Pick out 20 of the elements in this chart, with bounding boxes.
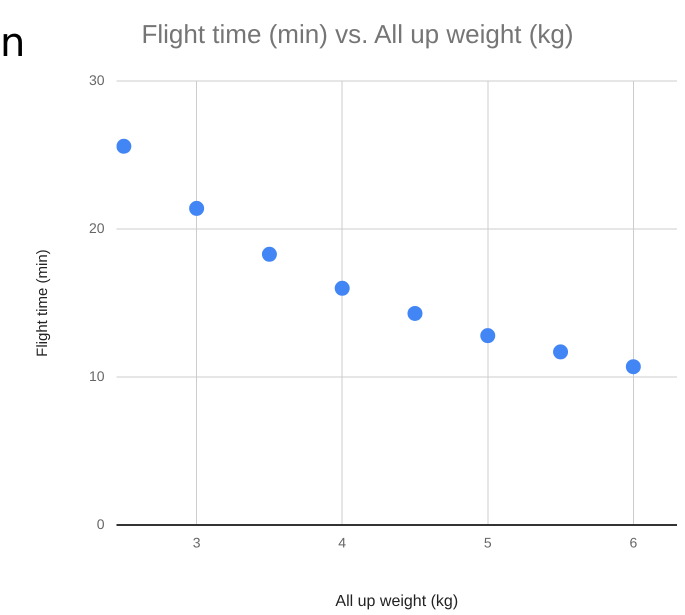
- y-tick-label: 30: [88, 72, 105, 88]
- point: [189, 200, 204, 216]
- point: [116, 138, 132, 154]
- chart-title: Flight time (min) vs. All up weight (kg): [141, 18, 574, 49]
- y-axis-title: Flight time (min): [34, 249, 52, 357]
- x-tick-label: 5: [484, 534, 492, 550]
- x-tick-label: 3: [192, 534, 201, 550]
- text: n: [0, 20, 26, 66]
- x-axis-title: All up weight (kg): [335, 592, 458, 610]
- y-tick-label: 10: [88, 368, 105, 384]
- y-tick-label: 20: [88, 220, 105, 236]
- point: [480, 328, 496, 344]
- point: [334, 280, 350, 296]
- y-tick-label: 0: [96, 516, 105, 532]
- point: [626, 359, 641, 374]
- x-tick-label: 6: [629, 534, 638, 550]
- x-tick-label: 4: [338, 534, 346, 550]
- point: [407, 306, 422, 321]
- point: [553, 344, 568, 360]
- point: [262, 246, 277, 262]
